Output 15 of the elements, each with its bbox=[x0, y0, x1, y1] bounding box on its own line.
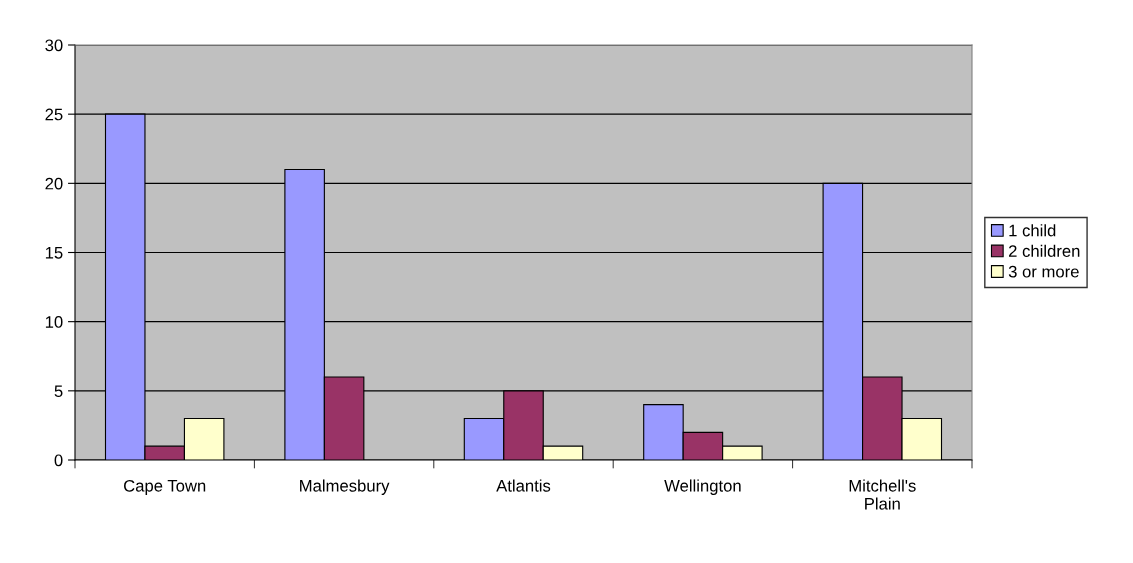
y-tick-label: 25 bbox=[45, 108, 63, 121]
x-tick-label: Atlantis bbox=[496, 479, 551, 492]
y-tick-label: 10 bbox=[45, 316, 63, 328]
x-tick-label: Malmesbury bbox=[300, 479, 390, 495]
x-tick-label: Wellington bbox=[664, 479, 741, 495]
y-tick-label: 30 bbox=[45, 39, 63, 52]
legend-label: 2 children bbox=[1008, 244, 1080, 257]
x-tick-label: Cape Town bbox=[124, 479, 206, 495]
y-tick-label: 15 bbox=[45, 247, 63, 259]
y-tick-label: 5 bbox=[54, 385, 63, 398]
y-tick-label: 20 bbox=[45, 177, 63, 190]
x-tick-label: Mitchell's Plain bbox=[849, 479, 916, 510]
legend-label: 1 child bbox=[1009, 224, 1056, 237]
y-tick-label: 0 bbox=[54, 454, 63, 467]
legend-label: 3 or more bbox=[1008, 265, 1079, 278]
